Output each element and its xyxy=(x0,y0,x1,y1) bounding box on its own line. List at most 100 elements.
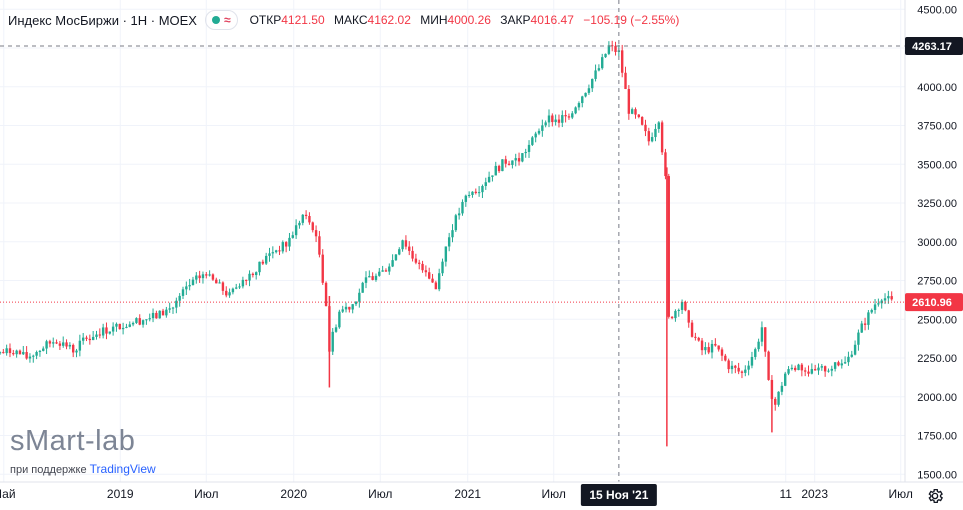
candle-body xyxy=(38,350,42,353)
candle-body xyxy=(534,133,537,138)
open-value: 4121.50 xyxy=(281,13,325,27)
candle-body xyxy=(218,282,221,284)
candle-body xyxy=(454,215,458,231)
candle-body xyxy=(331,331,334,352)
candle-body xyxy=(71,344,75,353)
candle-body xyxy=(5,348,8,354)
candle-body xyxy=(35,352,38,356)
candle-body xyxy=(225,290,228,296)
crosshair xyxy=(0,0,905,482)
candle-body xyxy=(544,122,547,126)
candle-body xyxy=(760,327,764,342)
candle-body xyxy=(288,237,291,247)
candle-body xyxy=(880,300,883,304)
candle-body xyxy=(521,153,524,162)
candle-body xyxy=(321,254,324,283)
candle-body xyxy=(391,260,394,267)
candle-body xyxy=(707,347,710,353)
candle-body xyxy=(378,271,381,276)
candle-body xyxy=(291,235,294,238)
candle-body xyxy=(68,344,72,347)
candle-body xyxy=(594,70,597,79)
x-tick-label: Июл xyxy=(194,487,218,501)
candle-body xyxy=(877,303,880,305)
candle-body xyxy=(477,192,481,194)
candle-body xyxy=(714,343,717,346)
candle-body xyxy=(803,370,807,372)
candle-body xyxy=(627,89,631,114)
candle-body xyxy=(228,292,231,296)
symbol-title[interactable]: Индекс МосБиржи · 1Н · MOEX xyxy=(8,12,197,28)
candle-body xyxy=(238,286,241,288)
y-tick-label: 2250.00 xyxy=(917,353,957,365)
candle-body xyxy=(650,137,654,142)
watermark-brand: sMart-lab xyxy=(10,425,136,457)
candle-body xyxy=(887,296,890,299)
candle-body xyxy=(411,250,414,259)
candle-body xyxy=(251,273,255,276)
candle-body xyxy=(241,279,245,287)
candle-body xyxy=(730,365,734,370)
market-status-badge[interactable]: ≈ xyxy=(204,10,238,30)
candle-body xyxy=(467,194,471,196)
candle-body xyxy=(757,341,760,350)
x-tick-label: Июл xyxy=(889,487,913,501)
candle-body xyxy=(860,323,863,333)
candle-body xyxy=(401,240,404,250)
candle-body xyxy=(95,334,98,337)
candle-body xyxy=(201,274,205,279)
candle-body xyxy=(813,369,817,371)
settings-gear-icon[interactable] xyxy=(923,485,947,507)
candle-body xyxy=(151,312,155,319)
candle-body xyxy=(85,337,88,339)
candle-body xyxy=(800,364,804,371)
candle-body xyxy=(624,72,627,90)
candle-body xyxy=(451,230,454,238)
candle-body xyxy=(298,222,301,226)
candle-body xyxy=(88,338,92,341)
candle-body xyxy=(883,298,887,301)
candle-body xyxy=(870,309,873,313)
candle-body xyxy=(584,92,587,97)
time-axis[interactable] xyxy=(0,482,905,510)
candle-body xyxy=(720,349,724,356)
candle-body xyxy=(268,253,271,256)
candle-body xyxy=(611,45,614,47)
candle-body xyxy=(294,225,298,236)
candle-body xyxy=(670,316,674,319)
axis-labels: 2610.96 4263.17 15 Ноя '21 xyxy=(580,37,963,506)
candle-body xyxy=(724,355,727,361)
candle-body xyxy=(424,270,428,273)
time-axis-ticks: Май 2019 Июл 2020 Июл 2021 Июл 11 2023 Июл xyxy=(0,487,913,501)
candle-body xyxy=(630,109,634,114)
candle-body xyxy=(850,354,853,357)
candle-body xyxy=(637,114,641,117)
candle-body xyxy=(354,301,358,305)
candle-body xyxy=(441,261,444,274)
candle-body xyxy=(461,201,464,214)
candle-body xyxy=(687,310,690,323)
candle-body xyxy=(767,351,770,380)
candle-body xyxy=(437,273,441,290)
candle-body xyxy=(171,307,175,309)
price-axis[interactable] xyxy=(905,0,963,482)
candle-body xyxy=(155,312,158,319)
candle-body xyxy=(644,124,647,132)
candle-body xyxy=(135,318,138,323)
high-value: 4162.02 xyxy=(367,13,411,27)
candle-body xyxy=(484,182,487,186)
crosshair-price-tag xyxy=(905,37,963,56)
candle-body xyxy=(614,45,617,52)
candle-body xyxy=(554,119,557,123)
y-tick-label: 3250.00 xyxy=(917,198,957,210)
crosshair-price-label: 4263.17 xyxy=(912,41,952,53)
candle-body xyxy=(278,250,281,252)
candle-body xyxy=(341,309,344,312)
y-tick-label: 3750.00 xyxy=(917,121,957,133)
candle-body xyxy=(304,214,308,217)
candle-body xyxy=(368,276,371,278)
candle-body xyxy=(145,319,148,321)
candle-body xyxy=(281,242,285,252)
watermark-provider[interactable]: TradingView xyxy=(89,462,156,476)
